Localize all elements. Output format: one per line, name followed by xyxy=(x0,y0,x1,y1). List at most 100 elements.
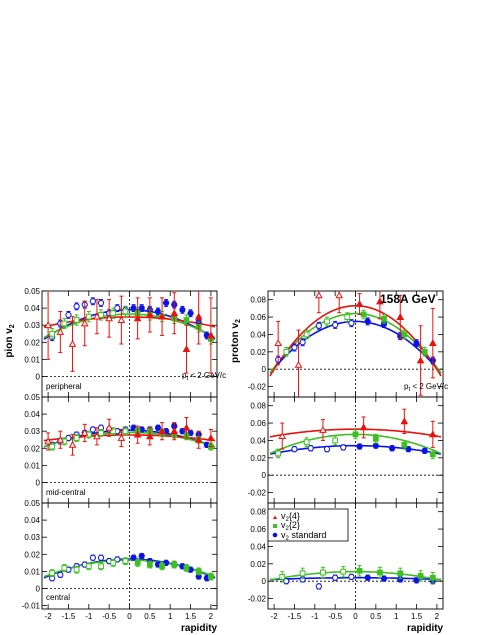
y-tick-label: 0.01 xyxy=(24,567,40,576)
point-v2-standard xyxy=(356,443,363,450)
svg-text:v2{2}: v2{2} xyxy=(281,520,300,532)
point-v2-standard xyxy=(130,554,137,561)
point-v2-4 xyxy=(274,339,283,347)
y-tick-label: 0.01 xyxy=(24,355,40,364)
svg-text:v2 standard: v2 standard xyxy=(281,530,326,542)
legend-triangle-icon xyxy=(273,515,277,519)
point-v2-2 xyxy=(73,566,80,573)
point-v2-standard xyxy=(323,446,331,453)
point-v2-2 xyxy=(303,331,310,338)
point-v2-4 xyxy=(145,432,154,440)
point-v2-2 xyxy=(417,573,424,579)
point-v2-2 xyxy=(85,313,92,320)
point-v2-standard xyxy=(315,583,322,590)
point-v2-4 xyxy=(182,345,191,353)
y-tick-label: 0.04 xyxy=(250,542,266,551)
point-v2-4 xyxy=(117,316,126,323)
point-v2-2 xyxy=(183,317,190,323)
point-v2-2 xyxy=(381,315,387,322)
point-v2-4 xyxy=(93,312,101,320)
point-v2-4 xyxy=(68,339,77,347)
legend: v2{4} v2{2} v2 standard xyxy=(267,508,349,542)
x-axis-label: rapidity xyxy=(407,623,444,634)
y-tick-label: -0.02 xyxy=(248,595,267,604)
panel-pion-peripheral: 0 0.01 0.02 0.03 0.04 0.05 peripheral pion v2 xyxy=(4,287,218,398)
data-points xyxy=(44,291,215,374)
point-v2-2 xyxy=(49,443,56,450)
point-v2-standard xyxy=(332,321,339,328)
point-v2-4 xyxy=(93,432,101,440)
point-v2-4 xyxy=(158,312,166,320)
point-v2-4 xyxy=(80,319,89,327)
point-v2-4 xyxy=(207,434,215,441)
point-v2-4 xyxy=(294,360,303,368)
point-v2-2 xyxy=(110,310,117,317)
point-v2-2 xyxy=(401,441,408,448)
point-v2-standard xyxy=(57,571,64,578)
point-v2-4 xyxy=(56,328,65,335)
energy-label: 158A GeV xyxy=(380,292,436,306)
point-v2-2 xyxy=(344,314,351,320)
point-v2-4 xyxy=(428,339,437,347)
y-tick-label: 0.08 xyxy=(250,296,266,305)
point-v2-2 xyxy=(146,561,153,568)
point-v2-4 xyxy=(105,423,114,431)
legend-entry-v2-2: v2{2} xyxy=(273,520,300,532)
y-tick-label: 0.04 xyxy=(250,330,266,339)
point-v2-2 xyxy=(377,569,383,576)
y-tick-label: 0.06 xyxy=(250,525,266,534)
point-v2-2 xyxy=(195,568,202,575)
data-points xyxy=(275,408,437,460)
point-v2-standard xyxy=(332,574,339,581)
x-tick-label: -1 xyxy=(311,612,319,621)
point-v2-2 xyxy=(429,451,436,458)
x-tick-label: 0 xyxy=(127,612,132,621)
y-tick-label: 0.02 xyxy=(250,454,266,463)
point-v2-4 xyxy=(182,423,191,431)
y-tick-label: 0.02 xyxy=(24,550,40,559)
y-tick-label: 0.06 xyxy=(250,313,266,322)
point-v2-standard xyxy=(138,552,145,560)
point-v2-4 xyxy=(207,331,215,339)
point-v2-standard xyxy=(364,574,371,581)
y-tick-label: 0.05 xyxy=(24,287,40,296)
point-v2-4 xyxy=(194,435,203,443)
point-v2-standard xyxy=(348,573,355,580)
point-v2-2 xyxy=(372,435,379,442)
point-v2-2 xyxy=(299,570,306,577)
legend-box xyxy=(267,508,349,542)
fit-curve-v2_2 xyxy=(269,570,442,581)
point-v2-2 xyxy=(360,311,367,318)
point-v2-2 xyxy=(279,573,286,580)
point-v2-standard xyxy=(389,445,396,452)
region-label: mid-central xyxy=(46,488,86,497)
y-tick-label: 0.02 xyxy=(250,348,266,357)
point-v2-standard xyxy=(380,575,388,582)
y-tick-label: 0.02 xyxy=(24,338,40,347)
y-tick-label: 0.04 xyxy=(250,436,266,445)
point-v2-standard xyxy=(154,424,162,431)
point-v2-4 xyxy=(80,428,89,436)
panel-proton-peripheral: -0.02 0 0.02 0.04 0.06 0.08 proton v2 xyxy=(230,290,444,398)
point-v2-2 xyxy=(98,312,104,318)
point-v2-standard xyxy=(138,304,145,312)
y-tick-label: 0.05 xyxy=(24,499,40,508)
svg-text:v2{4}: v2{4} xyxy=(281,511,300,523)
panel-pion-mid-central: 0 0.01 0.02 0.03 0.04 0.05 mid-central xyxy=(24,393,218,504)
point-v2-4 xyxy=(278,432,287,439)
data-points xyxy=(274,291,437,397)
y-axis-label: proton v2 xyxy=(230,319,242,363)
fit-curve-v2_std xyxy=(269,576,442,581)
point-v2-2 xyxy=(275,450,282,457)
x-tick-label: -1.5 xyxy=(288,612,302,621)
point-v2-4 xyxy=(170,427,179,435)
y-tick-label: 0.02 xyxy=(24,444,40,453)
point-v2-standard xyxy=(73,303,80,310)
point-v2-standard xyxy=(89,298,96,305)
point-v2-2 xyxy=(110,428,117,435)
proton-pt-cut-label: pt < 2 GeV/c xyxy=(404,382,448,393)
y-tick-label: 0.04 xyxy=(24,410,40,419)
x-tick-label: 2 xyxy=(435,612,440,621)
point-v2-4 xyxy=(105,314,114,322)
point-v2-2 xyxy=(122,558,129,565)
